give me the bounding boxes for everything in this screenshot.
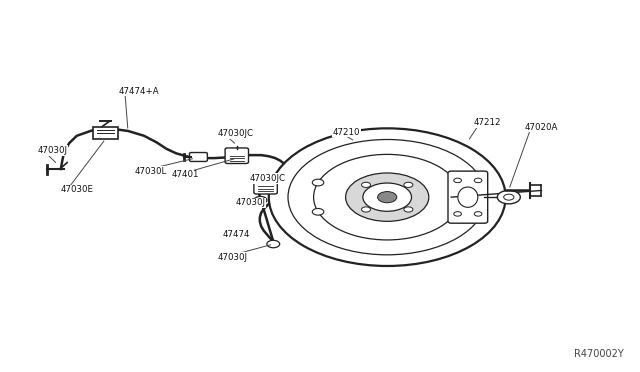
Text: 47474+A: 47474+A [118, 87, 159, 96]
FancyBboxPatch shape [448, 171, 488, 223]
Circle shape [404, 182, 413, 187]
FancyBboxPatch shape [225, 148, 248, 164]
Circle shape [497, 190, 520, 204]
Circle shape [314, 154, 461, 240]
FancyBboxPatch shape [254, 179, 277, 194]
Circle shape [312, 179, 324, 186]
Text: 47210: 47210 [333, 128, 360, 137]
Text: 47401: 47401 [172, 170, 199, 179]
Circle shape [269, 128, 506, 266]
Circle shape [362, 207, 371, 212]
Text: 47030JC: 47030JC [218, 129, 253, 138]
Text: 47030L: 47030L [134, 167, 166, 176]
Text: 47030J: 47030J [37, 146, 67, 155]
Circle shape [312, 208, 324, 215]
Ellipse shape [458, 187, 478, 207]
Circle shape [474, 178, 482, 183]
Circle shape [288, 140, 486, 255]
Text: 47030E: 47030E [61, 185, 94, 194]
Text: R470002Y: R470002Y [574, 349, 624, 359]
Circle shape [404, 207, 413, 212]
Circle shape [363, 183, 412, 211]
Circle shape [474, 212, 482, 216]
Text: 47474: 47474 [223, 230, 250, 239]
FancyBboxPatch shape [189, 153, 207, 161]
Text: 47020A: 47020A [525, 123, 558, 132]
Circle shape [267, 240, 280, 248]
Text: 47212: 47212 [474, 118, 501, 127]
Circle shape [454, 212, 461, 216]
Text: 47030JC: 47030JC [250, 174, 285, 183]
Text: 47030J: 47030J [236, 198, 266, 207]
Text: 47030J: 47030J [218, 253, 248, 262]
Circle shape [362, 182, 371, 187]
Circle shape [454, 178, 461, 183]
Bar [93, 127, 118, 139]
Circle shape [346, 173, 429, 221]
Circle shape [378, 192, 397, 203]
Circle shape [504, 194, 514, 200]
Circle shape [254, 196, 267, 204]
